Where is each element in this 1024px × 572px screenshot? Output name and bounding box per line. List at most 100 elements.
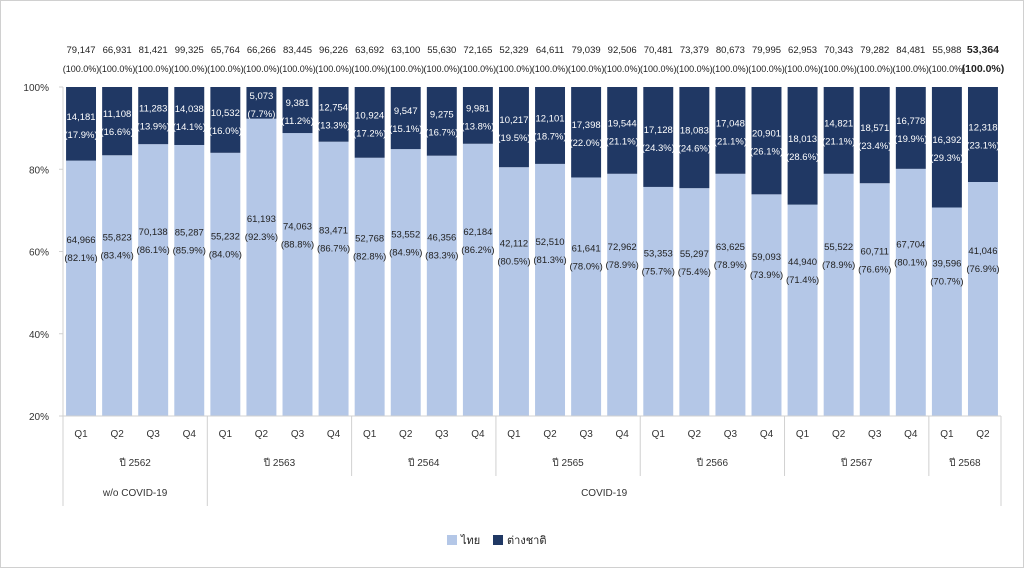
foreign-percent-label: (17.2%): [353, 128, 386, 139]
x-tick-label-quarter: Q1: [507, 429, 521, 440]
total-percent-label: (100.0%): [171, 64, 208, 74]
x-tick-label-quarter: Q3: [291, 429, 305, 440]
total-percent-label: (100.0%): [424, 64, 461, 74]
thai-percent-label: (78.9%): [714, 260, 747, 271]
y-tick-label: 100%: [23, 83, 49, 94]
legend-label-foreign: ต่างชาติ: [507, 535, 546, 547]
foreign-percent-label: (13.8%): [461, 121, 494, 132]
bar-segment-foreign: [643, 87, 674, 187]
total-percent-label: (100.0%): [929, 64, 966, 74]
foreign-percent-label: (13.9%): [137, 122, 170, 133]
foreign-value-label: 9,547: [394, 106, 418, 117]
thai-percent-label: (75.7%): [642, 266, 675, 277]
total-value-label: 81,421: [139, 45, 168, 56]
bar-segment-foreign: [823, 87, 854, 174]
thai-percent-label: (82.1%): [64, 253, 97, 264]
foreign-percent-label: (15.1%): [389, 124, 422, 135]
total-percent-label: (100.0%): [99, 64, 136, 74]
x-tick-label-quarter: Q4: [471, 429, 485, 440]
thai-value-label: 41,046: [968, 246, 997, 257]
bar-segment-foreign: [426, 87, 457, 156]
thai-value-label: 63,625: [716, 242, 745, 253]
total-percent-label: (100.0%): [207, 64, 244, 74]
x-tick-label-quarter: Q1: [796, 429, 810, 440]
bar-segment-foreign: [390, 87, 421, 150]
foreign-value-label: 16,778: [896, 116, 925, 127]
bar-segment-thai: [210, 152, 241, 417]
thai-percent-label: (86.7%): [317, 244, 350, 255]
total-value-label: 63,100: [391, 45, 420, 56]
bar-segment-foreign: [498, 87, 529, 168]
total-value-label: 70,481: [644, 45, 673, 56]
thai-value-label: 39,596: [932, 259, 961, 270]
thai-percent-label: (70.7%): [930, 277, 963, 288]
bar-segment-thai: [282, 133, 313, 416]
x-tick-label-quarter: Q2: [110, 429, 124, 440]
x-tick-label-quarter: Q3: [724, 429, 738, 440]
bar-segment-thai: [174, 144, 205, 416]
thai-value-label: 44,940: [788, 257, 817, 268]
total-value-label: 65,764: [211, 45, 240, 56]
total-value-label: 55,988: [932, 45, 961, 56]
foreign-percent-label: (24.3%): [642, 143, 675, 154]
bar-segment-foreign: [282, 87, 313, 134]
bar-segment-thai: [66, 160, 97, 416]
legend-swatch-thai: [447, 535, 457, 545]
foreign-value-label: 14,821: [824, 118, 853, 129]
total-value-label: 79,147: [67, 45, 96, 56]
total-value-label: 66,931: [103, 45, 132, 56]
thai-percent-label: (76.6%): [858, 264, 891, 275]
thai-percent-label: (83.4%): [100, 251, 133, 262]
x-tick-label-quarter: Q3: [868, 429, 882, 440]
foreign-percent-label: (26.1%): [750, 147, 783, 158]
total-value-label: 80,673: [716, 45, 745, 56]
x-group-label-period: COVID-19: [581, 488, 628, 499]
foreign-value-label: 12,101: [536, 113, 565, 124]
bar-segment-thai: [715, 173, 746, 416]
x-tick-label-quarter: Q3: [579, 429, 593, 440]
foreign-percent-label: (28.6%): [786, 152, 819, 163]
bar-segment-thai: [967, 181, 998, 416]
thai-percent-label: (81.3%): [533, 255, 566, 266]
total-percent-label: (100.0%): [135, 64, 172, 74]
total-percent-label: (100.0%): [640, 64, 677, 74]
foreign-value-label: 18,083: [680, 126, 709, 137]
thai-value-label: 55,522: [824, 242, 853, 253]
bars-group: 14,181 (17.9%) 64,966 (82.1%) 11,108 (16.6%) 5…: [64, 87, 1000, 417]
thai-percent-label: (92.3%): [245, 232, 278, 243]
thai-percent-label: (86.2%): [461, 245, 494, 256]
x-tick-label-quarter: Q1: [652, 429, 666, 440]
y-tick-label: 20%: [29, 412, 49, 423]
foreign-percent-label: (16.6%): [100, 127, 133, 138]
foreign-value-label: 10,217: [499, 115, 528, 126]
total-value-label: 73,379: [680, 45, 709, 56]
foreign-value-label: 9,381: [286, 98, 310, 109]
total-value-label: 84,481: [896, 45, 925, 56]
total-value-label: 55,630: [427, 45, 456, 56]
foreign-percent-label: (16.0%): [209, 126, 242, 137]
foreign-value-label: 17,398: [572, 120, 601, 131]
bar-segment-thai: [679, 188, 710, 416]
total-percent-label: (100.0%): [279, 64, 316, 74]
total-percent-label: (100.0%): [532, 64, 569, 74]
total-percent-label: (100.0%): [568, 64, 605, 74]
bar-segment-foreign: [931, 87, 962, 208]
bar-segment-foreign: [607, 87, 638, 174]
legend: ไทย ต่างชาติ: [447, 534, 546, 547]
foreign-value-label: 20,901: [752, 129, 781, 140]
foreign-value-label: 18,571: [860, 123, 889, 134]
total-percent-label: (100.0%): [243, 64, 280, 74]
foreign-value-label: 11,283: [139, 104, 167, 115]
bar-segment-foreign: [138, 87, 169, 145]
foreign-percent-label: (19.5%): [497, 133, 530, 144]
thai-value-label: 67,704: [896, 239, 925, 250]
bar-segment-foreign: [246, 87, 277, 119]
bar-segment-thai: [607, 173, 638, 416]
thai-value-label: 61,193: [247, 214, 276, 225]
foreign-percent-label: (7.7%): [247, 109, 275, 120]
x-axis: Q1 Q2 Q3 Q4 Q1 Q2 Q3 Q4 Q1 Q2 Q3 Q4 Q1 Q2 Q3 Q4 Q1 Q2 Q3 Q4…: [62, 415, 1002, 506]
bar-segment-foreign: [751, 87, 782, 195]
bar-segment-thai: [102, 155, 133, 416]
total-percent-label: (100.0%): [604, 64, 641, 74]
